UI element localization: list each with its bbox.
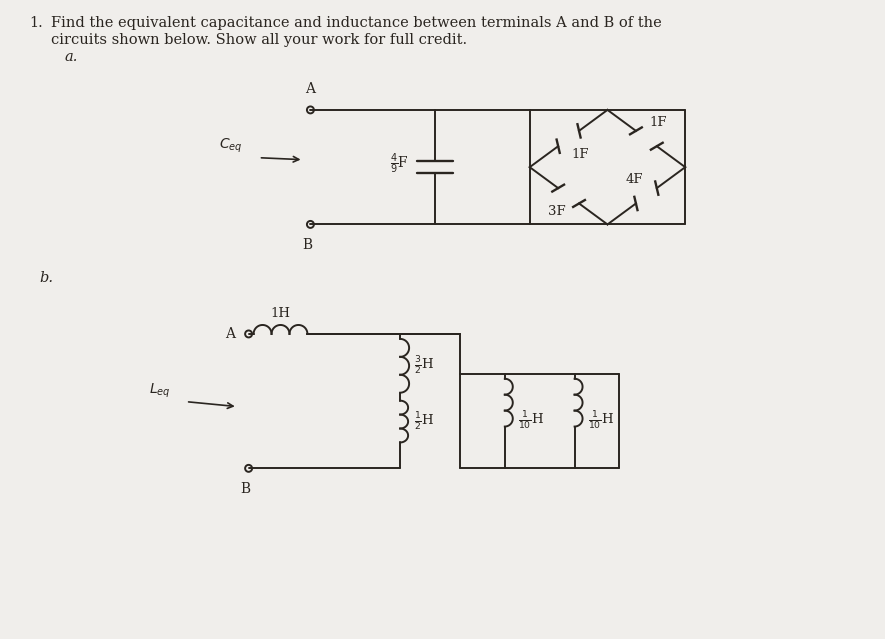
- Text: $C_{eq}$: $C_{eq}$: [219, 137, 242, 155]
- Text: $\frac{3}{2}$H: $\frac{3}{2}$H: [414, 355, 435, 377]
- Text: 1F: 1F: [650, 116, 667, 129]
- Text: 1F: 1F: [572, 148, 589, 161]
- Text: A: A: [305, 82, 315, 96]
- Text: A: A: [225, 327, 235, 341]
- Text: a.: a.: [65, 50, 78, 64]
- Text: $\frac{1}{10}$H: $\frac{1}{10}$H: [518, 410, 544, 432]
- Text: 4F: 4F: [626, 173, 643, 186]
- Text: 3F: 3F: [548, 205, 566, 219]
- Text: Find the equivalent capacitance and inductance between terminals A and B of the: Find the equivalent capacitance and indu…: [51, 17, 662, 30]
- Text: $\frac{4}{9}$F: $\frac{4}{9}$F: [390, 152, 409, 176]
- Text: B: B: [303, 238, 312, 252]
- Text: $L_{eq}$: $L_{eq}$: [149, 381, 171, 400]
- Text: circuits shown below. Show all your work for full credit.: circuits shown below. Show all your work…: [51, 33, 467, 47]
- Text: 1.: 1.: [29, 17, 43, 30]
- Text: b.: b.: [39, 271, 53, 285]
- Text: B: B: [241, 482, 250, 497]
- Text: 1H: 1H: [271, 307, 290, 320]
- Text: $\frac{1}{10}$H: $\frac{1}{10}$H: [588, 410, 614, 432]
- Text: $\frac{1}{2}$H: $\frac{1}{2}$H: [414, 410, 435, 433]
